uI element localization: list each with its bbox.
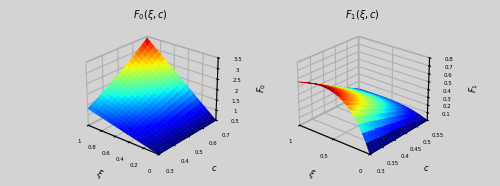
Y-axis label: $c$: $c$	[422, 164, 429, 173]
X-axis label: $\xi$: $\xi$	[306, 167, 317, 181]
Y-axis label: $c$: $c$	[211, 164, 218, 173]
Title: $F_0(\xi,c)$: $F_0(\xi,c)$	[133, 8, 168, 22]
Title: $F_1(\xi,c)$: $F_1(\xi,c)$	[344, 8, 380, 22]
X-axis label: $\xi$: $\xi$	[94, 167, 106, 181]
